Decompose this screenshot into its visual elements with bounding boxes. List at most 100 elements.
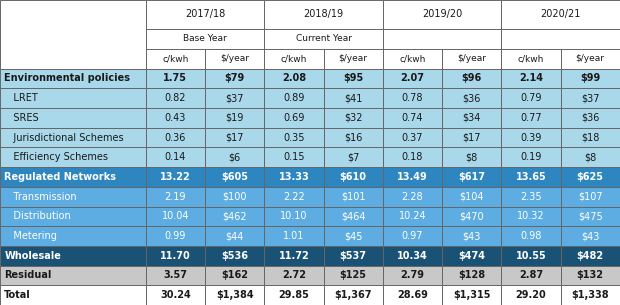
Bar [324, 266, 383, 285]
Bar [502, 187, 560, 206]
Bar [442, 266, 502, 285]
Text: Efficiency Schemes: Efficiency Schemes [4, 152, 108, 162]
Bar [264, 108, 324, 128]
Text: 2.72: 2.72 [282, 271, 306, 281]
Bar [205, 88, 264, 108]
Bar [146, 266, 205, 285]
Text: Metering: Metering [4, 231, 57, 241]
Text: 2.07: 2.07 [401, 74, 425, 84]
Bar [0, 108, 146, 128]
Bar [146, 187, 205, 206]
Bar [502, 128, 560, 147]
Bar [264, 226, 324, 246]
Text: $1,384: $1,384 [216, 290, 254, 300]
Text: 2020/21: 2020/21 [541, 9, 581, 20]
Text: $8: $8 [466, 152, 478, 162]
Bar [146, 69, 205, 88]
Text: 0.98: 0.98 [520, 231, 542, 241]
Bar [383, 246, 442, 266]
Text: Residual: Residual [4, 271, 51, 281]
Text: 10.24: 10.24 [399, 211, 426, 221]
Bar [146, 88, 205, 108]
Text: 2.19: 2.19 [164, 192, 186, 202]
Text: $470: $470 [459, 211, 484, 221]
Text: 10.32: 10.32 [517, 211, 545, 221]
Bar [383, 285, 442, 305]
Bar [502, 147, 560, 167]
Bar [383, 69, 442, 88]
Bar [560, 128, 620, 147]
Bar [264, 88, 324, 108]
Bar [0, 167, 146, 187]
Bar [442, 69, 502, 88]
Text: 10.04: 10.04 [162, 211, 189, 221]
Text: 0.74: 0.74 [402, 113, 423, 123]
Text: $99: $99 [580, 74, 600, 84]
Text: $464: $464 [341, 211, 365, 221]
Bar [560, 266, 620, 285]
Text: $1,367: $1,367 [334, 290, 372, 300]
Text: $462: $462 [223, 211, 247, 221]
Text: $19: $19 [226, 113, 244, 123]
Bar [442, 187, 502, 206]
Text: c/kwh: c/kwh [281, 54, 307, 63]
Bar [205, 49, 264, 69]
Bar [502, 49, 560, 69]
Bar [560, 187, 620, 206]
Bar [383, 167, 442, 187]
Text: $16: $16 [344, 133, 362, 142]
Bar [205, 266, 264, 285]
Bar [442, 206, 502, 226]
Text: c/kwh: c/kwh [162, 54, 188, 63]
Bar [442, 167, 502, 187]
Bar [324, 69, 383, 88]
Text: 0.15: 0.15 [283, 152, 304, 162]
Text: 0.43: 0.43 [165, 113, 186, 123]
Bar [324, 285, 383, 305]
Text: Transmission: Transmission [4, 192, 77, 202]
Text: 13.33: 13.33 [278, 172, 309, 182]
Text: $95: $95 [343, 74, 363, 84]
Text: $482: $482 [577, 251, 604, 261]
Text: $96: $96 [461, 74, 482, 84]
Text: $18: $18 [581, 133, 600, 142]
Bar [205, 167, 264, 187]
Bar [146, 108, 205, 128]
Bar [146, 226, 205, 246]
Text: 2.14: 2.14 [519, 74, 543, 84]
Text: 29.20: 29.20 [516, 290, 546, 300]
Bar [383, 88, 442, 108]
Text: 10.34: 10.34 [397, 251, 428, 261]
Bar [0, 285, 146, 305]
Bar [146, 0, 264, 29]
Bar [264, 187, 324, 206]
Text: 13.22: 13.22 [160, 172, 191, 182]
Text: 0.37: 0.37 [402, 133, 423, 142]
Text: $100: $100 [223, 192, 247, 202]
Text: $32: $32 [344, 113, 363, 123]
Bar [264, 69, 324, 88]
Text: 0.36: 0.36 [165, 133, 186, 142]
Bar [383, 108, 442, 128]
Text: $37: $37 [225, 93, 244, 103]
Text: $617: $617 [458, 172, 485, 182]
Text: $101: $101 [341, 192, 365, 202]
Text: 0.69: 0.69 [283, 113, 304, 123]
Text: $/year: $/year [220, 54, 249, 63]
Text: c/kwh: c/kwh [518, 54, 544, 63]
Text: 2.35: 2.35 [520, 192, 542, 202]
Text: 30.24: 30.24 [160, 290, 191, 300]
Text: $17: $17 [225, 133, 244, 142]
Text: $1,338: $1,338 [572, 290, 609, 300]
Text: $79: $79 [224, 74, 245, 84]
Bar [324, 108, 383, 128]
Bar [146, 128, 205, 147]
Text: 2017/18: 2017/18 [185, 9, 225, 20]
Bar [146, 29, 264, 49]
Bar [502, 266, 560, 285]
Bar [264, 29, 383, 49]
Bar [383, 206, 442, 226]
Bar [0, 226, 146, 246]
Text: 0.77: 0.77 [520, 113, 542, 123]
Bar [264, 246, 324, 266]
